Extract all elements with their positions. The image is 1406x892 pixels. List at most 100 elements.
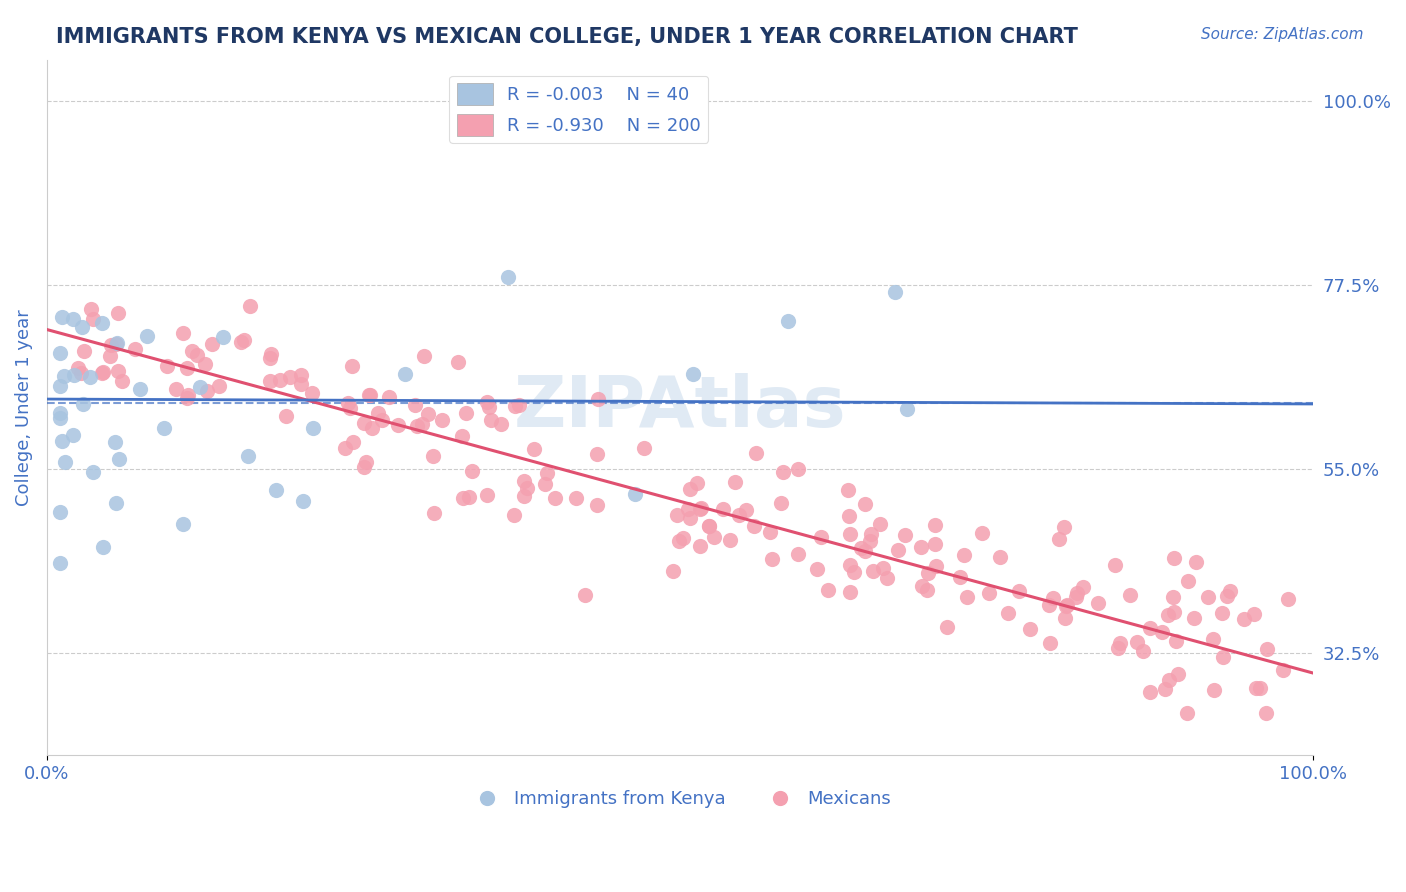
Point	[742, 519, 765, 533]
Point	[534, 477, 557, 491]
Point	[1177, 574, 1199, 588]
Point	[359, 388, 381, 402]
Point	[1161, 590, 1184, 604]
Point	[93, 365, 115, 379]
Point	[105, 496, 128, 510]
Point	[1219, 583, 1241, 598]
Point	[1164, 634, 1187, 648]
Point	[711, 502, 734, 516]
Point	[925, 558, 948, 573]
Point	[810, 530, 832, 544]
Point	[513, 474, 536, 488]
Point	[679, 482, 702, 496]
Point	[806, 562, 828, 576]
Point	[759, 524, 782, 539]
Point	[165, 383, 187, 397]
Point	[107, 306, 129, 320]
Point	[536, 466, 558, 480]
Point	[917, 566, 939, 580]
Point	[1256, 641, 1278, 656]
Point	[859, 527, 882, 541]
Point	[724, 475, 747, 490]
Point	[367, 406, 389, 420]
Point	[361, 421, 384, 435]
Point	[72, 344, 94, 359]
Point	[1066, 585, 1088, 599]
Point	[839, 558, 862, 572]
Point	[62, 311, 84, 326]
Point	[1212, 649, 1234, 664]
Point	[82, 465, 104, 479]
Point	[72, 397, 94, 411]
Point	[70, 320, 93, 334]
Point	[342, 359, 364, 373]
Point	[176, 361, 198, 376]
Point	[1126, 635, 1149, 649]
Point	[516, 481, 538, 495]
Point	[1243, 607, 1265, 622]
Point	[188, 380, 211, 394]
Point	[837, 483, 859, 498]
Point	[236, 449, 259, 463]
Point	[1071, 580, 1094, 594]
Point	[1039, 636, 1062, 650]
Point	[565, 491, 588, 505]
Point	[839, 527, 862, 541]
Point	[853, 497, 876, 511]
Point	[62, 427, 84, 442]
Text: ZIPAtlas: ZIPAtlas	[513, 373, 846, 442]
Point	[690, 500, 713, 515]
Point	[129, 382, 152, 396]
Point	[278, 370, 301, 384]
Point	[1038, 599, 1060, 613]
Point	[239, 299, 262, 313]
Point	[761, 552, 783, 566]
Point	[686, 475, 709, 490]
Point	[339, 401, 361, 415]
Point	[496, 270, 519, 285]
Point	[1054, 599, 1077, 613]
Point	[49, 557, 72, 571]
Point	[1233, 612, 1256, 626]
Point	[1008, 584, 1031, 599]
Point	[451, 491, 474, 506]
Point	[1254, 706, 1277, 720]
Point	[586, 447, 609, 461]
Point	[450, 429, 472, 443]
Point	[1167, 666, 1189, 681]
Point	[208, 378, 231, 392]
Point	[301, 386, 323, 401]
Point	[727, 508, 749, 522]
Point	[997, 606, 1019, 620]
Point	[574, 588, 596, 602]
Point	[1132, 644, 1154, 658]
Point	[489, 417, 512, 431]
Point	[259, 374, 281, 388]
Point	[776, 314, 799, 328]
Point	[513, 489, 536, 503]
Point	[152, 421, 174, 435]
Point	[1163, 605, 1185, 619]
Point	[404, 398, 426, 412]
Point	[624, 486, 647, 500]
Point	[1064, 590, 1087, 604]
Point	[479, 413, 502, 427]
Point	[949, 570, 972, 584]
Point	[197, 384, 219, 398]
Point	[387, 418, 409, 433]
Point	[93, 541, 115, 555]
Point	[52, 369, 75, 384]
Point	[406, 419, 429, 434]
Point	[105, 337, 128, 351]
Point	[51, 434, 73, 448]
Point	[1150, 625, 1173, 640]
Point	[1211, 607, 1233, 621]
Point	[869, 516, 891, 531]
Point	[979, 586, 1001, 600]
Point	[1053, 520, 1076, 534]
Point	[859, 534, 882, 549]
Point	[1197, 590, 1219, 604]
Point	[849, 541, 872, 555]
Point	[100, 338, 122, 352]
Point	[924, 518, 946, 533]
